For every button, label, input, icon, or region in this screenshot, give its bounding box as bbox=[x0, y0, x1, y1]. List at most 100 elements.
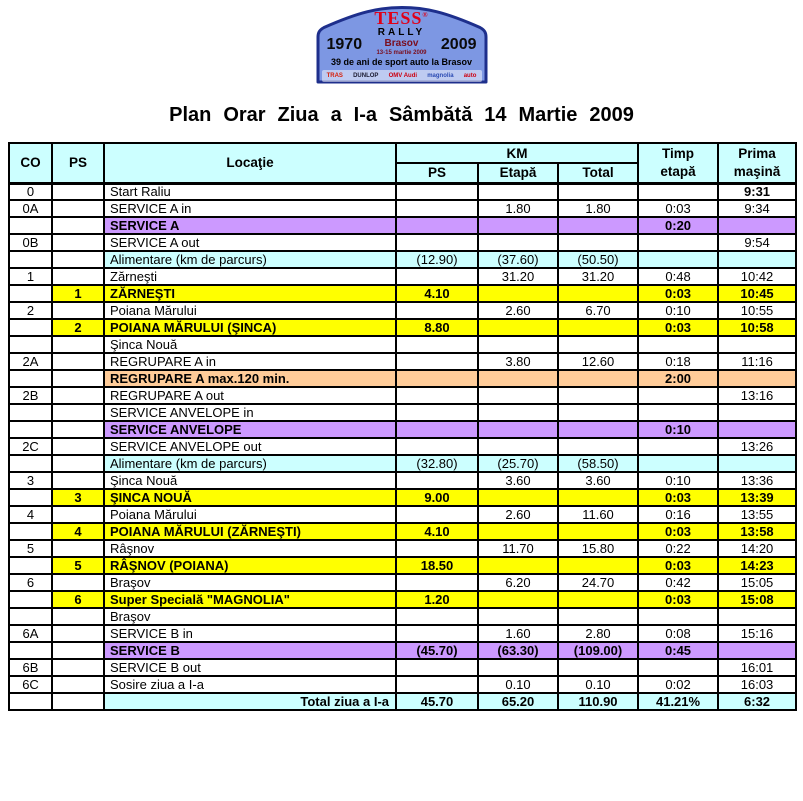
cell-km_ps bbox=[395, 437, 479, 456]
sponsor-logo: DUNLOP bbox=[353, 73, 379, 79]
cell-loc: Zărneşti bbox=[103, 267, 397, 286]
cell-ps bbox=[51, 199, 105, 218]
cell-prima bbox=[717, 454, 798, 473]
cell-timp: 0:10 bbox=[637, 301, 720, 320]
cell-km_etapa bbox=[477, 556, 559, 575]
table-row: 4 Poiana Mărului 2.60 11.60 0:16 13:55 bbox=[8, 505, 798, 524]
cell-timp: 0:03 bbox=[637, 556, 720, 575]
cell-km_etapa bbox=[477, 607, 559, 626]
cell-loc: RÂŞNOV (POIANA) bbox=[103, 556, 397, 575]
cell-loc: Poiana Mărului bbox=[103, 301, 397, 320]
cell-ps bbox=[51, 437, 105, 456]
plate-city: Brasov bbox=[384, 38, 419, 49]
cell-loc: Şinca Nouă bbox=[103, 471, 397, 490]
cell-loc: POIANA MĂRULUI (ZĂRNEŞTI) bbox=[103, 522, 397, 541]
cell-km_etapa bbox=[477, 488, 559, 507]
cell-km_ps bbox=[395, 658, 479, 677]
cell-ps bbox=[51, 471, 105, 490]
cell-ps bbox=[51, 301, 105, 320]
cell-km_ps bbox=[395, 216, 479, 235]
table-row: 2 Poiana Mărului 2.60 6.70 0:10 10:55 bbox=[8, 301, 798, 320]
table-row: SERVICE B (45.70) (63.30) (109.00) 0:45 bbox=[8, 641, 798, 660]
cell-co: 2A bbox=[8, 352, 53, 371]
page: TESS® RALLY 1970 2009 Brasov 13-15 marti… bbox=[0, 4, 803, 711]
cell-loc: SERVICE ANVELOPE bbox=[103, 420, 397, 439]
header-first-car: Prima maşină bbox=[717, 142, 798, 185]
cell-co: 0 bbox=[8, 182, 53, 201]
cell-km_ps bbox=[395, 403, 479, 422]
cell-co bbox=[8, 250, 53, 269]
cell-timp bbox=[637, 250, 720, 269]
cell-km_ps bbox=[395, 233, 479, 252]
schedule-body: 0 Start Raliu 9:31 0A SERVICE A in 1.80 1.80 0:… bbox=[8, 182, 798, 711]
cell-km_etapa: 11.70 bbox=[477, 539, 559, 558]
cell-timp bbox=[637, 182, 720, 201]
cell-km_total: 3.60 bbox=[556, 471, 640, 490]
cell-km_etapa bbox=[477, 403, 559, 422]
cell-km_total bbox=[556, 522, 640, 541]
cell-ps: 1 bbox=[51, 284, 105, 303]
cell-co: 2B bbox=[8, 386, 53, 405]
cell-loc: Poiana Mărului bbox=[103, 505, 397, 524]
cell-km_etapa: 6.20 bbox=[477, 573, 559, 592]
cell-timp: 0:20 bbox=[637, 216, 720, 235]
cell-timp: 0:08 bbox=[637, 624, 720, 643]
cell-prima: 15:16 bbox=[717, 624, 798, 643]
registered-mark-icon: ® bbox=[422, 11, 429, 19]
cell-km_etapa bbox=[477, 590, 559, 609]
cell-km_total: 12.60 bbox=[556, 352, 640, 371]
cell-km_total bbox=[556, 182, 640, 201]
cell-km_etapa: 3.80 bbox=[477, 352, 559, 371]
cell-timp: 0:03 bbox=[637, 318, 720, 337]
cell-ps bbox=[51, 267, 105, 286]
cell-ps bbox=[51, 658, 105, 677]
cell-km_etapa: 65.20 bbox=[477, 692, 559, 711]
cell-timp bbox=[637, 335, 720, 354]
header-location: Locaţie bbox=[103, 142, 397, 185]
cell-km_total: 31.20 bbox=[556, 267, 640, 286]
cell-km_ps bbox=[395, 539, 479, 558]
cell-prima: 13:55 bbox=[717, 505, 798, 524]
cell-km_etapa bbox=[477, 216, 559, 235]
cell-co bbox=[8, 369, 53, 388]
cell-loc: Alimentare (km de parcurs) bbox=[103, 454, 397, 473]
cell-km_etapa bbox=[477, 420, 559, 439]
cell-co: 6 bbox=[8, 573, 53, 592]
header-co: CO bbox=[8, 142, 53, 185]
cell-loc: POIANA MĂRULUI (ŞINCA) bbox=[103, 318, 397, 337]
plate-dates: 13-15 martie 2009 bbox=[376, 50, 427, 56]
table-row: 6B SERVICE B out 16:01 bbox=[8, 658, 798, 677]
cell-ps bbox=[51, 182, 105, 201]
table-row: SERVICE A 0:20 bbox=[8, 216, 798, 235]
cell-co: 5 bbox=[8, 539, 53, 558]
cell-ps: 4 bbox=[51, 522, 105, 541]
cell-prima: 14:23 bbox=[717, 556, 798, 575]
plate-tagline: 39 de ani de sport auto la Brasov bbox=[330, 57, 473, 67]
table-row: 0 Start Raliu 9:31 bbox=[8, 182, 798, 201]
cell-co bbox=[8, 335, 53, 354]
cell-prima bbox=[717, 250, 798, 269]
cell-timp: 0:22 bbox=[637, 539, 720, 558]
cell-co bbox=[8, 420, 53, 439]
header-km-ps: PS bbox=[395, 162, 479, 185]
cell-ps bbox=[51, 539, 105, 558]
cell-timp: 0:03 bbox=[637, 199, 720, 218]
cell-prima: 15:08 bbox=[717, 590, 798, 609]
cell-co bbox=[8, 318, 53, 337]
cell-km_etapa bbox=[477, 284, 559, 303]
header-ps: PS bbox=[51, 142, 105, 185]
table-row: 6C Sosire ziua a I-a 0.10 0.10 0:02 16:03 bbox=[8, 675, 798, 694]
header-km-group: KM bbox=[394, 142, 640, 164]
cell-timp: 2:00 bbox=[637, 369, 720, 388]
cell-km_total bbox=[556, 216, 640, 235]
cell-km_ps bbox=[395, 199, 479, 218]
cell-timp: 0:48 bbox=[637, 267, 720, 286]
cell-co: 0B bbox=[8, 233, 53, 252]
cell-timp bbox=[637, 607, 720, 626]
cell-km_total bbox=[556, 658, 640, 677]
cell-timp: 41.21% bbox=[637, 692, 720, 711]
cell-ps bbox=[51, 607, 105, 626]
cell-co bbox=[8, 607, 53, 626]
cell-prima: 10:58 bbox=[717, 318, 798, 337]
cell-km_ps bbox=[395, 335, 479, 354]
